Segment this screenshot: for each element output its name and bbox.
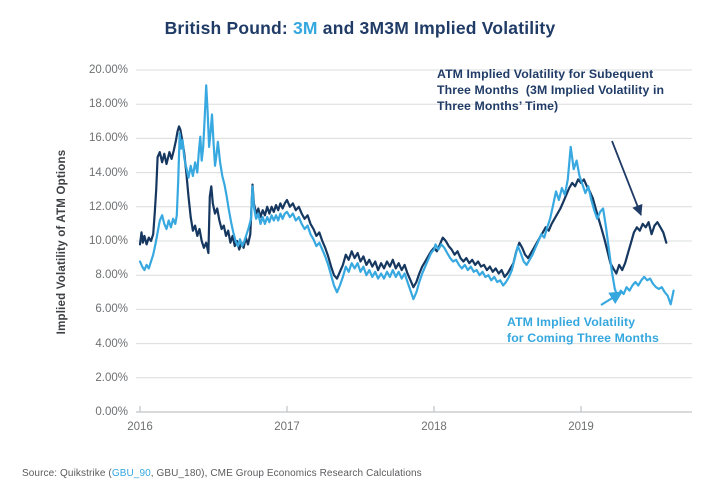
chart-title-prefix: British Pound: xyxy=(164,18,293,38)
annotation-3m-arrow xyxy=(600,291,623,306)
y-tick-label: 4.00% xyxy=(95,337,128,350)
y-tick-label: 8.00% xyxy=(95,269,128,282)
y-tick-label: 2.00% xyxy=(95,371,128,384)
y-tick-label: 16.00% xyxy=(88,132,128,145)
source-note-prefix: Source: Quikstrike ( xyxy=(22,468,112,479)
source-note-suffix: , GBU_180), CME Group Economics Research… xyxy=(150,468,422,479)
y-tick-label: 14.00% xyxy=(88,166,128,179)
y-tick-label: 10.00% xyxy=(88,235,128,247)
source-note: Source: Quikstrike (GBU_90, GBU_180), CM… xyxy=(22,468,422,479)
annotation-3m3m: ATM Implied Volatility for Subequent Thr… xyxy=(437,67,665,113)
y-tick-label: 12.00% xyxy=(88,200,128,213)
series-line-3m3m xyxy=(138,125,668,289)
annotation-3m: ATM Implied Volatility for Coming Three … xyxy=(507,315,659,345)
annotation-3m3m-arrow xyxy=(611,140,643,216)
y-tick-label: 18.00% xyxy=(88,98,128,111)
source-link-gbu90[interactable]: GBU_90 xyxy=(111,468,151,479)
x-tick-label: 2018 xyxy=(421,421,447,433)
y-tick-label: 0.00% xyxy=(95,406,128,418)
x-tick-label: 2019 xyxy=(568,421,594,433)
x-tick-label: 2016 xyxy=(127,421,153,433)
x-tick-label: 2017 xyxy=(274,421,300,433)
chart-title-highlight-3m: 3M xyxy=(293,18,318,38)
chart-title-suffix: and 3M3M Implied Volatility xyxy=(317,18,556,38)
y-tick-label: 20.00% xyxy=(88,64,128,76)
y-tick-label: 6.00% xyxy=(95,303,128,316)
chart-title: British Pound: 3M and 3M3M Implied Volat… xyxy=(0,18,720,39)
series-line-3m xyxy=(138,84,675,306)
